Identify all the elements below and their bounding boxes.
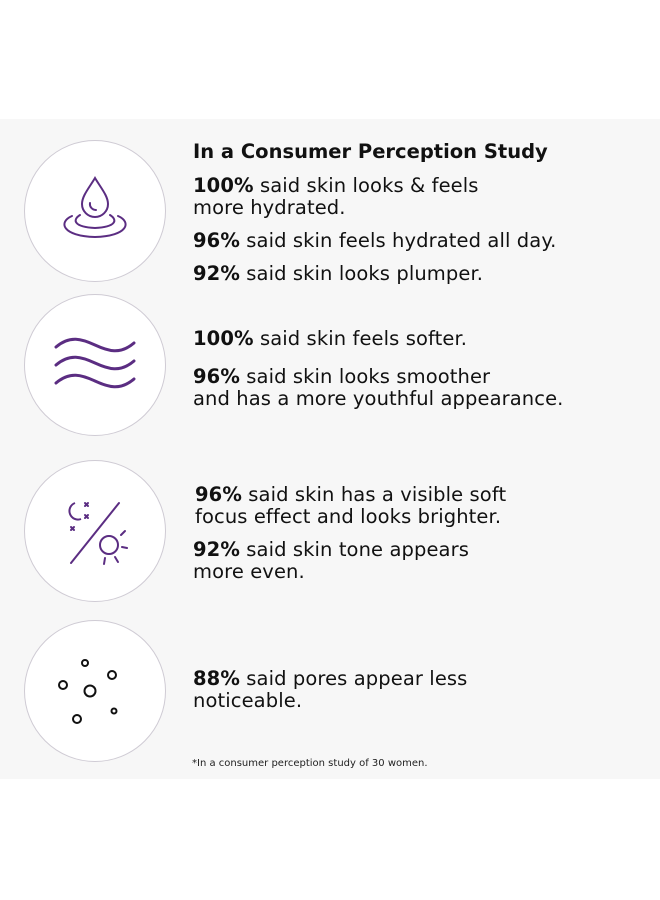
softness-icon-circle [24,294,166,436]
footnote: *In a consumer perception study of 30 wo… [192,758,428,769]
brightness-claims: 96% said skin has a visible soft focus ef… [193,483,507,594]
pores-icon-circle [24,620,166,762]
claim: 92% said skin looks plumper. [193,262,484,285]
claim: 92% said skin tone appears more even. [193,538,469,583]
waves-icon [54,337,136,389]
claim: 100% said skin feels softer. [193,327,468,350]
water-drop-icon [63,176,127,239]
day-night-icon [68,502,128,565]
softness-claims: 100% said skin feels softer. 96% said sk… [193,328,563,421]
brightness-icon-circle [24,460,166,602]
claim: 100% said skin looks & feels more hydrate… [193,174,479,219]
pores-claims: 88% said pores appear less noticeable. [193,668,467,723]
study-heading: In a Consumer Perception Study [193,140,548,163]
claim: 96% said skin feels hydrated all day. [193,229,557,252]
hydration-claims: 100% said skin looks & feels more hydrate… [193,175,556,296]
hydration-icon-circle [24,140,166,282]
claim: 96% said skin has a visible soft focus ef… [195,483,507,528]
pores-icon [58,659,118,724]
claim: 96% said skin looks smoother and has a mo… [193,365,564,410]
claim: 88% said pores appear less noticeable. [193,667,468,712]
